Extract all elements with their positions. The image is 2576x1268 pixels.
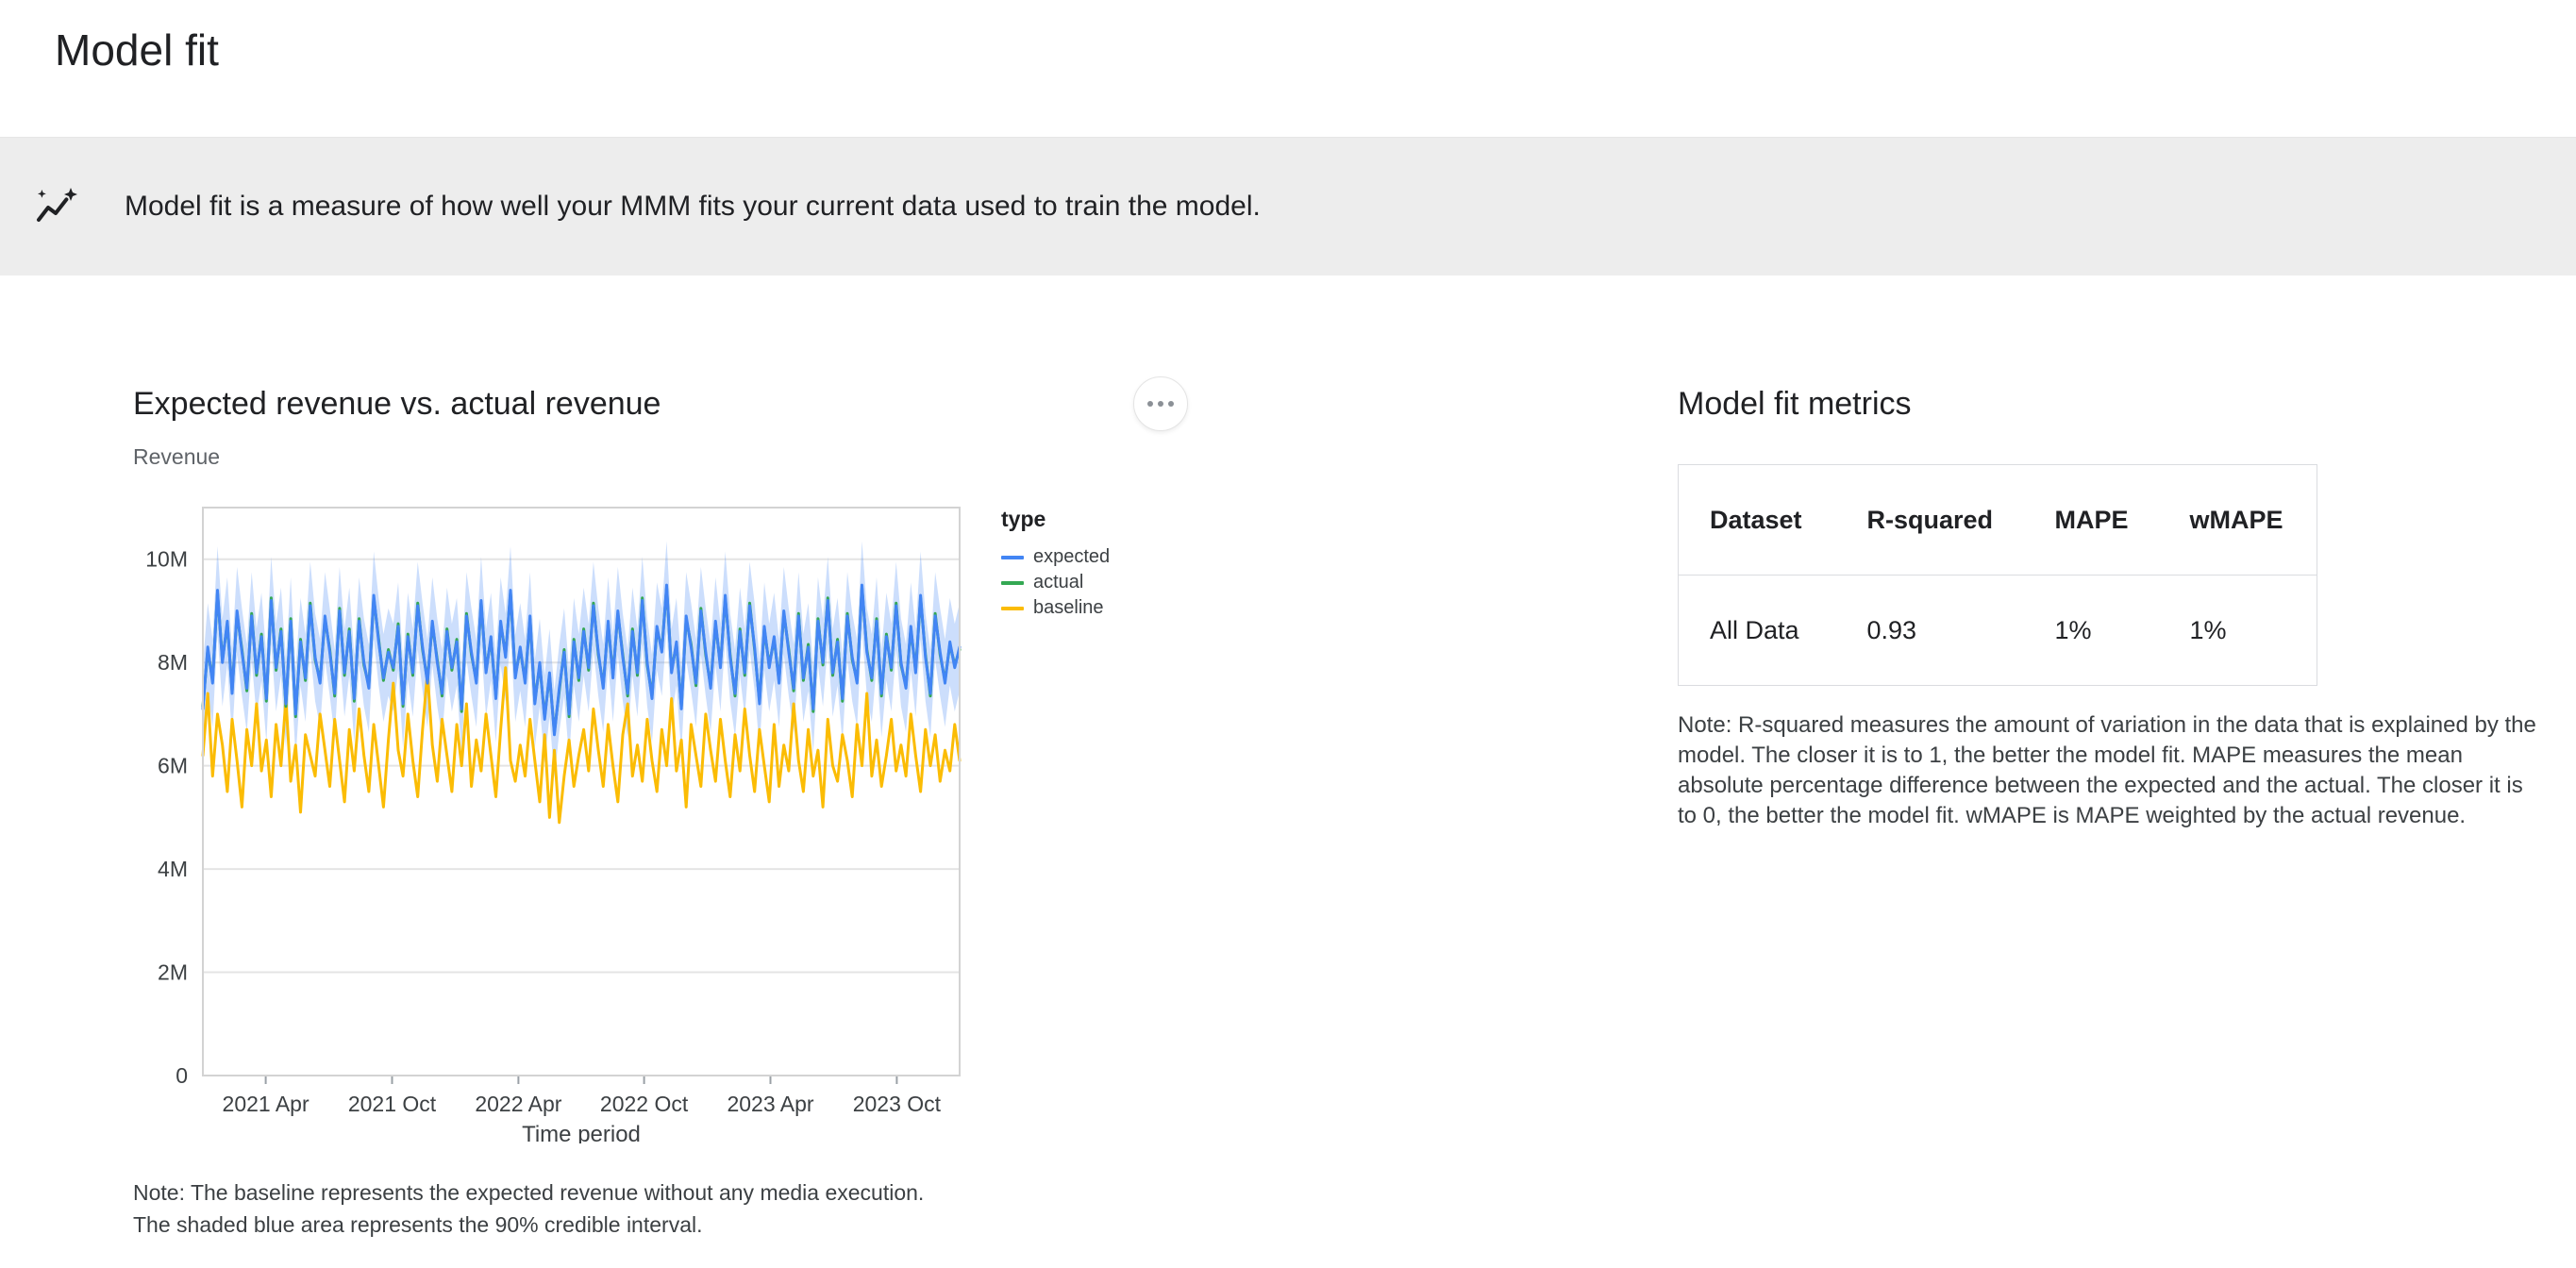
legend-label-actual: actual [1033, 572, 1084, 592]
legend-label-expected: expected [1033, 546, 1111, 567]
cell-dataset: All Data [1710, 615, 1799, 644]
info-banner: Model fit is a measure of how well your … [0, 138, 2576, 275]
metrics-title: Model fit metrics [1678, 386, 1912, 422]
legend-item-actual: actual [1001, 570, 1110, 595]
svg-text:6M: 6M [158, 754, 188, 778]
chart-note: Note: The baseline represents the expect… [133, 1176, 924, 1241]
model-fit-metrics-table: Dataset R-squared MAPE wMAPE All Data 0.… [1678, 464, 2317, 686]
cell-wmape: 1% [2189, 615, 2227, 644]
svg-text:2022 Oct: 2022 Oct [600, 1092, 689, 1116]
col-header-r-squared: R-squared [1835, 464, 2024, 576]
chart-legend: type expected actual baseline [1001, 507, 1110, 621]
page-header: Model fit [0, 0, 2576, 138]
actual-line-swatch [1001, 580, 1024, 585]
revenue-chart: 0 2M 4M 6M 8M 10M 2021 Apr 2021 Oct 2022 Apr 2022… [145, 507, 962, 1143]
svg-text:10M: 10M [145, 547, 188, 572]
legend-item-expected: expected [1001, 544, 1110, 570]
chart-note-line2: The shaded blue area represents the 90% … [133, 1212, 703, 1237]
more-horizontal-icon [1147, 401, 1174, 407]
model-fit-metrics-section: Model fit metrics Dataset R-squared MAPE… [1678, 386, 2536, 831]
svg-text:4M: 4M [158, 857, 188, 881]
baseline-line-swatch [1001, 606, 1024, 610]
svg-text:8M: 8M [158, 650, 188, 675]
chart-note-line1: Note: The baseline represents the expect… [133, 1180, 925, 1205]
info-banner-text: Model fit is a measure of how well your … [125, 191, 1261, 222]
col-header-mape: MAPE [2023, 464, 2159, 576]
svg-text:2021 Apr: 2021 Apr [223, 1092, 309, 1116]
svg-text:2023 Apr: 2023 Apr [727, 1092, 813, 1116]
cell-mape: 1% [2054, 615, 2092, 644]
metrics-note: Note: R-squared measures the amount of v… [1678, 712, 2536, 828]
table-header-row: Dataset R-squared MAPE wMAPE [1678, 464, 2317, 576]
expected-line-swatch [1001, 555, 1024, 559]
cell-r-squared: 0.93 [1866, 615, 1917, 644]
svg-text:2023 Oct: 2023 Oct [853, 1092, 942, 1116]
svg-text:2021 Oct: 2021 Oct [348, 1092, 437, 1116]
legend-title: type [1001, 507, 1046, 531]
svg-text:0: 0 [176, 1063, 188, 1088]
model-fit-chart-card: Expected revenue vs. actual revenue Reve… [133, 376, 1379, 1263]
page-title: Model fit [55, 25, 219, 75]
y-axis-title: Revenue [133, 444, 221, 469]
main-content: Expected revenue vs. actual revenue Reve… [0, 275, 2576, 1267]
svg-text:Time period: Time period [522, 1122, 641, 1143]
legend-label-baseline: baseline [1033, 597, 1104, 618]
insights-icon [37, 188, 77, 222]
table-row: All Data 0.93 1% 1% [1679, 576, 2317, 686]
chart-options-button[interactable] [1133, 376, 1188, 431]
col-header-wmape: wMAPE [2158, 464, 2317, 576]
svg-text:2M: 2M [158, 960, 188, 985]
svg-text:2022 Apr: 2022 Apr [475, 1092, 561, 1116]
chart-title: Expected revenue vs. actual revenue [133, 386, 661, 422]
col-header-dataset: Dataset [1678, 464, 1836, 576]
legend-item-baseline: baseline [1001, 595, 1110, 621]
